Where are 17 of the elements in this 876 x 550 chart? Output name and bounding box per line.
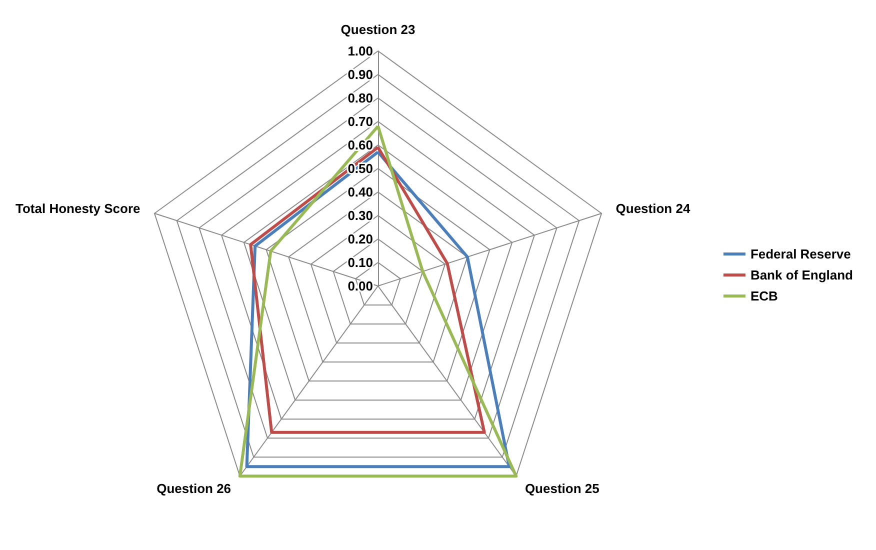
- y-tick-label: 0.90: [348, 67, 373, 82]
- y-tick-label: 0.70: [348, 114, 373, 129]
- y-tick-label: 0.30: [348, 208, 373, 223]
- spoke-label: Question 24: [616, 201, 691, 216]
- legend-label: ECB: [750, 288, 778, 304]
- legend-label: Bank of England: [750, 268, 854, 282]
- y-tick-label: 0.00: [348, 278, 373, 294]
- y-tick-label: 1.00: [348, 44, 373, 58]
- spoke-label: Question 26: [156, 480, 232, 496]
- spoke-label: Total Honesty Score: [16, 201, 140, 216]
- legend-label: Federal Reserve: [750, 246, 851, 262]
- spoke-label: Question 23: [340, 22, 416, 37]
- y-tick-label: 0.20: [348, 232, 373, 246]
- y-tick-label: 0.40: [348, 184, 373, 200]
- spoke-label: Question 25: [524, 480, 600, 496]
- y-tick-label: 0.80: [348, 90, 373, 106]
- y-tick-label: 0.10: [348, 255, 373, 270]
